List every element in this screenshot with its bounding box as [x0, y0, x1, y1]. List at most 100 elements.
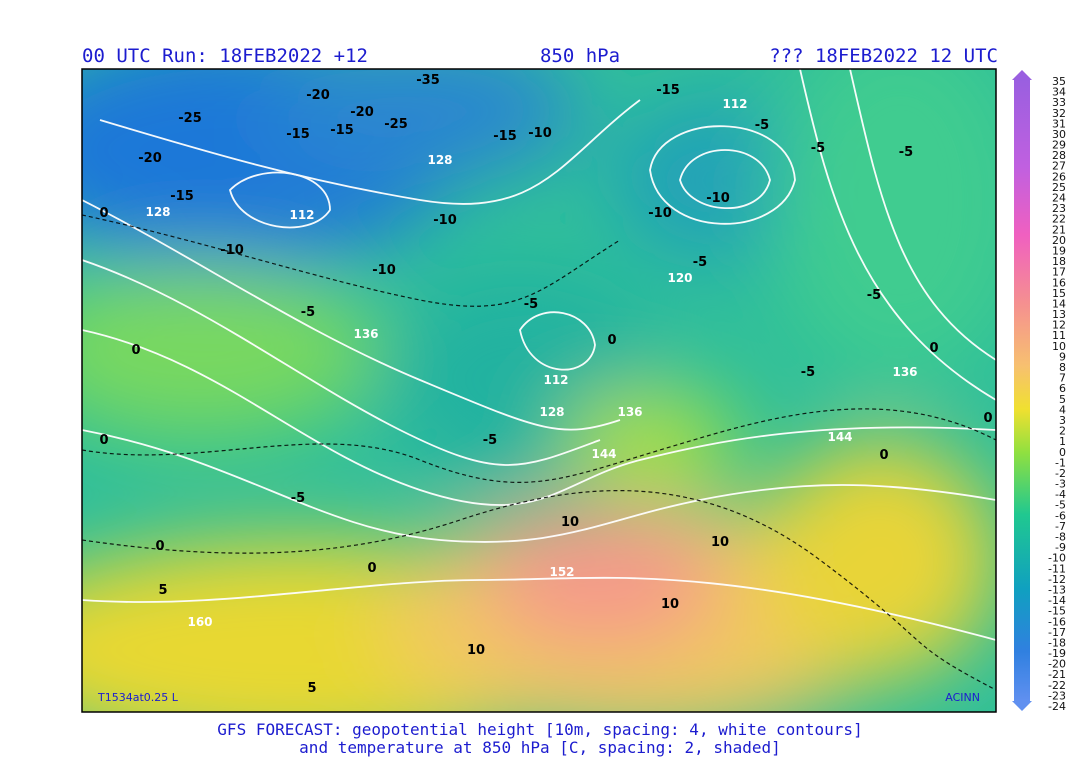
run-label: 00 UTC Run: 18FEB2022 +12	[82, 45, 368, 67]
colorbar-label: 29	[1052, 139, 1066, 152]
temperature-contour-label: -35	[416, 73, 440, 88]
height-contour-label: 112	[543, 373, 568, 387]
temperature-contour-label: -15	[656, 83, 680, 98]
colorbar-label: 26	[1052, 170, 1066, 183]
height-contour-label: 128	[427, 153, 452, 167]
colorbar-label: 31	[1052, 117, 1066, 130]
colorbar-label: 17	[1052, 266, 1066, 279]
colorbar-label: 28	[1052, 149, 1066, 162]
colorbar-label: 15	[1052, 287, 1066, 300]
temperature-contour-label: -10	[433, 213, 457, 228]
height-contour-label: 160	[187, 615, 212, 629]
footer-line: GFS FORECAST: geopotential height [10m, …	[217, 720, 862, 739]
colorbar-label: 33	[1052, 96, 1066, 109]
height-contour-label: 152	[549, 565, 574, 579]
temperature-contour-label: 10	[711, 535, 729, 550]
height-contour-label: 136	[353, 327, 378, 341]
colorbar-label: 3	[1059, 414, 1066, 427]
colorbar-label: 8	[1059, 361, 1066, 374]
colorbar-label: -4	[1055, 488, 1066, 501]
colorbar-label: -12	[1048, 573, 1066, 586]
colorbar-label: 25	[1052, 181, 1066, 194]
temperature-contour-label: 0	[367, 561, 376, 576]
colorbar-label: 16	[1052, 276, 1066, 289]
colorbar-label: -22	[1048, 679, 1066, 692]
temperature-contour-label: -10	[372, 263, 396, 278]
colorbar-label: -9	[1055, 541, 1066, 554]
colorbar-label: 11	[1052, 329, 1066, 342]
temperature-contour-label: 0	[983, 411, 992, 426]
height-contour-label: 144	[591, 447, 616, 461]
colorbar-label: -16	[1048, 615, 1066, 628]
temperature-contour-label: 5	[307, 681, 316, 696]
height-contour-label: 128	[539, 405, 564, 419]
colorbar-label: -19	[1048, 647, 1066, 660]
temperature-contour-label: -15	[170, 189, 194, 204]
colorbar-label: -13	[1048, 583, 1066, 596]
colorbar-label: 20	[1052, 234, 1066, 247]
colorbar-label: 30	[1052, 128, 1066, 141]
colorbar-label: -24	[1048, 700, 1066, 713]
height-contour-label: 136	[892, 365, 917, 379]
colorbar-label: -8	[1055, 531, 1066, 544]
colorbar-label: 14	[1052, 297, 1066, 310]
colorbar-label: -10	[1048, 552, 1066, 565]
temperature-contour-label: -20	[350, 105, 374, 120]
map-frame	[81, 68, 997, 713]
colorbar-label: -7	[1055, 520, 1066, 533]
temperature-contour-label: -20	[306, 88, 330, 103]
colorbar-label: 10	[1052, 340, 1066, 353]
colorbar-label: -6	[1055, 509, 1066, 522]
colorbar-label: -1	[1055, 456, 1066, 469]
colorbar-label: -2	[1055, 467, 1066, 480]
colorbar-label: 9	[1059, 350, 1066, 363]
temperature-contour-label: 0	[99, 433, 108, 448]
height-contour-label: 144	[827, 430, 852, 444]
temperature-contour-label: 5	[158, 583, 167, 598]
temperature-contour-label: 10	[561, 515, 579, 530]
footer-line: and temperature at 850 hPa [C, spacing: …	[299, 738, 781, 757]
temperature-contour-label: -5	[755, 118, 769, 133]
height-contour-label: 120	[667, 271, 692, 285]
colorbar-label: 7	[1059, 372, 1066, 385]
colorbar-label: 13	[1052, 308, 1066, 321]
colorbar-label: 12	[1052, 319, 1066, 332]
colorbar-label: 35	[1052, 75, 1066, 88]
colorbar-label: 24	[1052, 192, 1066, 205]
colorbar-label: -3	[1055, 478, 1066, 491]
temperature-contour-label: -5	[524, 297, 538, 312]
colorbar-label: 23	[1052, 202, 1066, 215]
temperature-contour-label: -5	[899, 145, 913, 160]
temperature-contour-label: -10	[528, 126, 552, 141]
temperature-contour-label: 0	[99, 206, 108, 221]
temperature-contour-label: -5	[867, 288, 881, 303]
model-tag: T1534at0.25 L	[97, 691, 179, 704]
colorbar-label: -15	[1048, 605, 1066, 618]
colorbar-label: -23	[1048, 689, 1066, 702]
colorbar-label: 22	[1052, 213, 1066, 226]
temperature-contour-label: -10	[220, 243, 244, 258]
temperature-contour-label: -5	[291, 491, 305, 506]
temperature-contour-label: -25	[178, 111, 202, 126]
colorbar-label: 6	[1059, 382, 1066, 395]
colorbar-label: -21	[1048, 668, 1066, 681]
colorbar-label: 0	[1059, 446, 1066, 459]
level-label: 850 hPa	[540, 45, 620, 67]
colorbar-label: 2	[1059, 425, 1066, 438]
height-contour-label: 112	[289, 208, 314, 222]
temperature-contour-label: -5	[811, 141, 825, 156]
map-field	[82, 69, 996, 712]
colorbar-label: -17	[1048, 626, 1066, 639]
temperature-contour-label: 10	[661, 597, 679, 612]
temperature-contour-label: -5	[693, 255, 707, 270]
colorbar-label: 21	[1052, 223, 1066, 236]
colorbar-label: 1	[1059, 435, 1066, 448]
temperature-contour-label: 0	[929, 341, 938, 356]
temperature-contour-label: 0	[155, 539, 164, 554]
temperature-contour-label: 0	[879, 448, 888, 463]
colorbar-label: 18	[1052, 255, 1066, 268]
colorbar	[1012, 70, 1032, 711]
colorbar-label: -18	[1048, 636, 1066, 649]
temperature-contour-label: -20	[138, 151, 162, 166]
